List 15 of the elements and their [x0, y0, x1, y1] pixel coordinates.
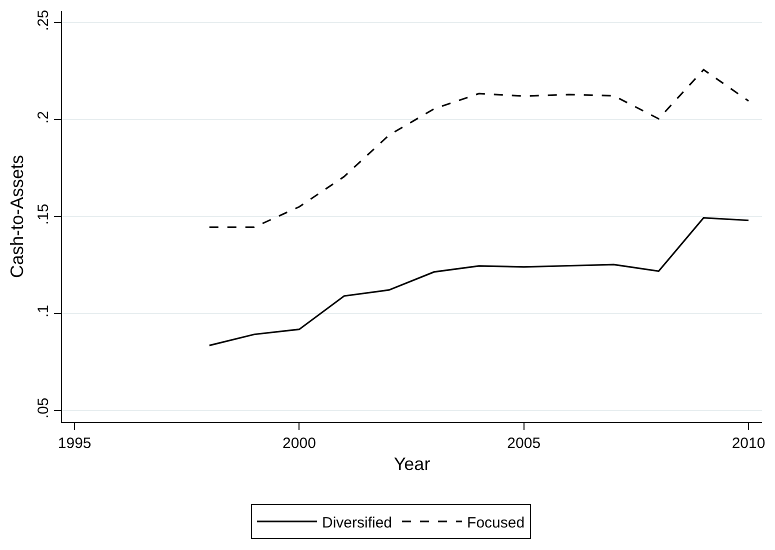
x-tick-label: 2000	[282, 435, 316, 452]
line-series	[208, 68, 750, 228]
y-tick-label: .05	[35, 398, 52, 419]
x-axis-title: Year	[394, 454, 430, 474]
y-tick-label: .1	[35, 304, 52, 318]
y-tick-label: .25	[35, 10, 52, 31]
y-axis-title: Cash-to-Assets	[7, 154, 28, 278]
x-tick-label: 1995	[58, 435, 92, 452]
y-tick-label: .15	[35, 204, 52, 225]
x-tick-label: 2005	[507, 435, 541, 452]
x-tick-label: 2010	[732, 435, 766, 452]
legend-label: Focused	[467, 514, 525, 532]
line-series	[208, 217, 750, 346]
legend-label: Diversified	[322, 514, 392, 532]
y-tick-label: .2	[35, 111, 52, 124]
